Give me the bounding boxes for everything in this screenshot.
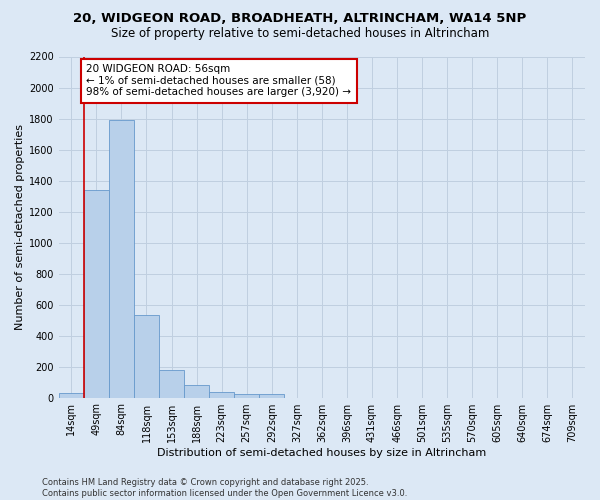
Bar (259, 394, 284, 398)
Bar (84, 190, 109, 398)
X-axis label: Distribution of semi-detached houses by size in Altrincham: Distribution of semi-detached houses by … (157, 448, 487, 458)
Bar (59, 393, 84, 398)
Text: Size of property relative to semi-detached houses in Altrincham: Size of property relative to semi-detach… (111, 28, 489, 40)
Bar (209, 392, 234, 398)
Bar (134, 314, 159, 398)
Text: 20, WIDGEON ROAD, BROADHEATH, ALTRINCHAM, WA14 5NP: 20, WIDGEON ROAD, BROADHEATH, ALTRINCHAM… (73, 12, 527, 26)
Text: Contains HM Land Registry data © Crown copyright and database right 2025.
Contai: Contains HM Land Registry data © Crown c… (42, 478, 407, 498)
Bar (109, 120, 134, 398)
Text: 20 WIDGEON ROAD: 56sqm
← 1% of semi-detached houses are smaller (58)
98% of semi: 20 WIDGEON ROAD: 56sqm ← 1% of semi-deta… (86, 64, 352, 98)
Bar (234, 394, 259, 398)
Y-axis label: Number of semi-detached properties: Number of semi-detached properties (15, 124, 25, 330)
Bar (184, 385, 209, 398)
Bar (159, 370, 184, 398)
